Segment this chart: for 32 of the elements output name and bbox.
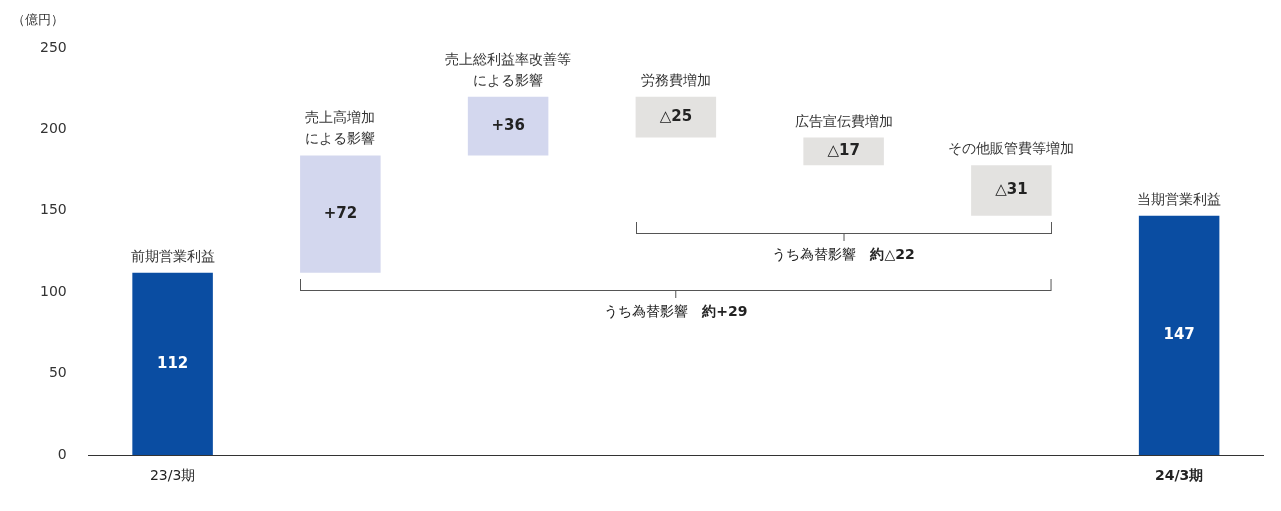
bar [635,96,717,138]
y-axis-title: （億円） [12,11,64,27]
y-tick-label: 150 [39,201,67,218]
y-tick-label: 100 [39,282,67,299]
bar [132,272,213,455]
annotation: うち為替影響 約△22 [772,246,915,263]
text: 24/3期 [1154,466,1204,483]
x-tick-label: 前期営業利益 [130,247,215,264]
y-tick-label: 250 [39,38,67,55]
bar [1138,215,1220,455]
bar [803,137,884,166]
x-tick-label: 広告宣伝費増加 [794,112,893,129]
x-tick-label: 当期営業利益 [1137,190,1222,207]
data-label: △31 [995,180,1028,199]
bar [467,96,549,156]
data-label: 147 [1163,325,1195,344]
data-label: 112 [156,353,189,372]
bar [300,155,381,273]
y-tick-label: 50 [48,364,67,381]
x-tick-label: 労務費増加 [640,71,711,88]
y-tick-label: 200 [39,120,67,137]
x-tick-label: 売上総利益率改善等による影響 [445,50,572,88]
data-label: △17 [827,141,860,160]
annotation: うち為替影響 約+29 [604,303,748,320]
x-tick-label: その他販管費等増加 [948,140,1075,157]
data-label: +36 [491,116,525,135]
data-label: +72 [323,203,358,222]
y-tick-label: 0 [57,445,67,462]
data-label: △25 [659,107,693,126]
text: 23/3期 [149,466,196,483]
x-tick-label: 売上高増加による影響 [305,109,376,147]
bar [971,165,1052,216]
